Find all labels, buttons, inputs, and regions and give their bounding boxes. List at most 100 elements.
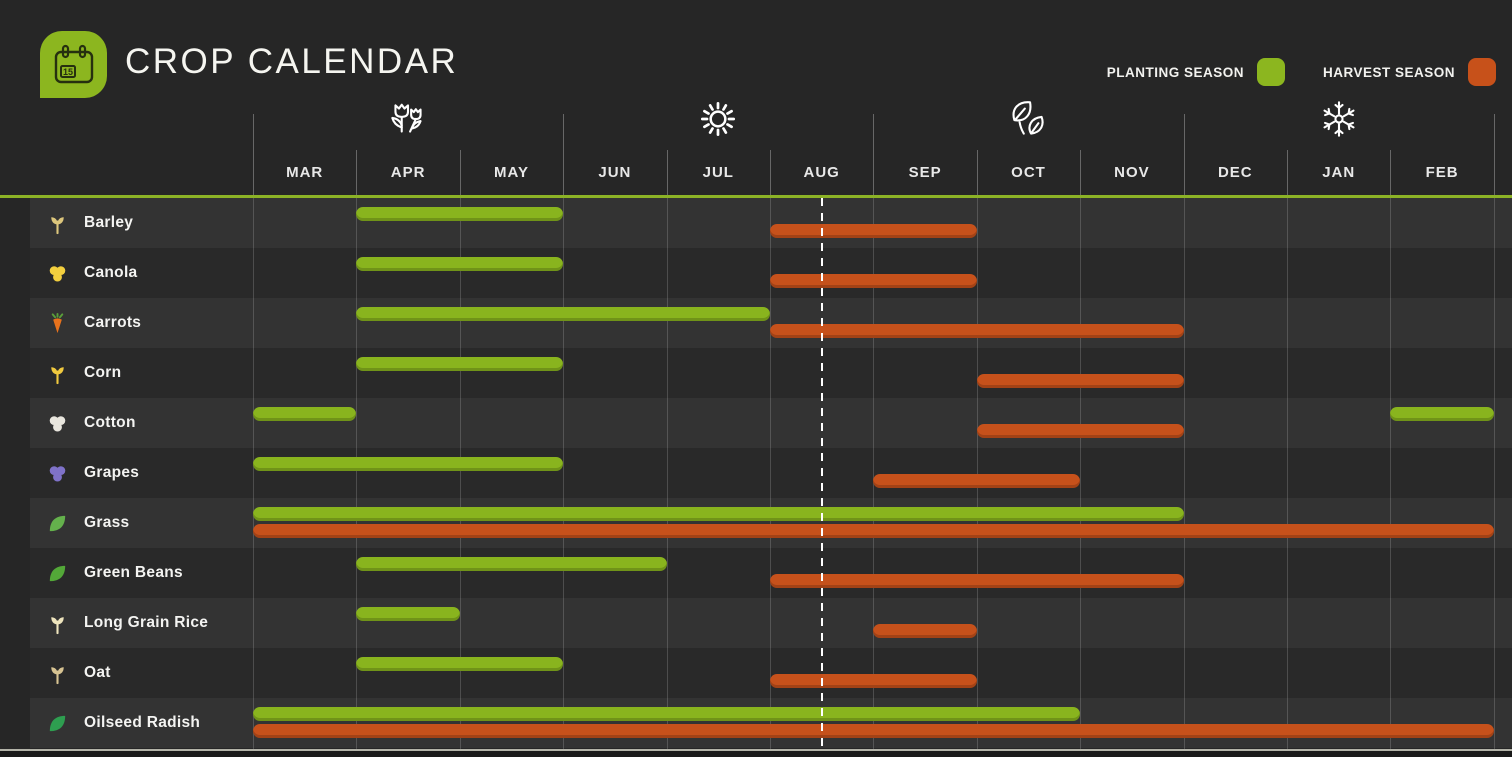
month-tick	[1080, 150, 1082, 196]
planting-bar	[356, 307, 770, 321]
season-boundary-tick	[563, 114, 565, 196]
canola-icon	[46, 262, 69, 285]
crop-row-stripe	[30, 198, 1512, 248]
month-tick	[1287, 150, 1288, 196]
season-boundary-tick	[1493, 114, 1495, 196]
month-gridline	[1287, 198, 1288, 749]
oat-icon	[46, 662, 69, 685]
crop-row-stripe	[30, 598, 1512, 648]
green-beans-icon	[46, 562, 69, 585]
grass-icon	[46, 512, 69, 535]
harvest-bar	[976, 374, 1184, 388]
month-tick	[770, 150, 771, 196]
planting-bar	[356, 357, 564, 371]
month-gridline	[356, 198, 358, 749]
crop-row-stripe	[30, 548, 1512, 598]
leaves-icon	[1006, 96, 1052, 142]
legend-item-harvest: HARVEST SEASON	[1323, 58, 1496, 86]
month-tick	[356, 150, 358, 196]
crop-row-label: Carrots	[46, 298, 141, 348]
harvest-bar	[873, 474, 1081, 488]
month-label-aug: AUG	[803, 164, 840, 181]
month-label-jan: JAN	[1322, 164, 1356, 181]
planting-bar	[356, 657, 564, 671]
month-gridline	[1493, 198, 1495, 749]
month-gridline	[976, 198, 978, 749]
planting-bar	[253, 457, 564, 471]
planting-bar	[253, 407, 357, 421]
planting-bar	[1390, 407, 1494, 421]
month-gridline	[563, 198, 565, 749]
month-label-apr: APR	[390, 164, 426, 181]
month-gridline	[1183, 198, 1185, 749]
crop-name: Oilseed Radish	[84, 714, 201, 731]
month-label-oct: OCT	[1011, 164, 1046, 181]
crop-row-label: Corn	[46, 348, 121, 398]
planting-bar	[356, 607, 460, 621]
month-gridline	[253, 198, 254, 749]
harvest-bar	[770, 324, 1184, 338]
month-label-dec: DEC	[1217, 164, 1253, 181]
crop-name: Barley	[84, 214, 134, 231]
crop-name: Canola	[84, 264, 138, 281]
harvest-bar	[253, 724, 1494, 738]
calendar-glyph: 15	[54, 44, 93, 83]
planting-bar	[356, 557, 667, 571]
crop-row-stripe	[30, 498, 1512, 548]
harvest-bar	[873, 624, 977, 638]
month-gridline	[1080, 198, 1082, 749]
crop-name: Grapes	[84, 464, 140, 481]
month-label-feb: FEB	[1425, 164, 1459, 181]
month-tick	[1390, 150, 1392, 196]
crop-name: Corn	[84, 364, 122, 381]
grapes-icon	[46, 462, 69, 485]
crop-row-stripe	[30, 348, 1512, 398]
snowflake-icon	[1316, 96, 1362, 142]
planting-season-label: PLANTING SEASON	[1106, 64, 1244, 80]
harvest-season-label: HARVEST SEASON	[1322, 64, 1455, 80]
month-gridline	[1390, 198, 1392, 749]
crop-name: Cotton	[84, 414, 136, 431]
barley-icon	[46, 212, 69, 235]
harvest-bar	[770, 574, 1184, 588]
crop-name: Long Grain Rice	[84, 614, 209, 631]
crop-row-stripe	[30, 248, 1512, 298]
legend: PLANTING SEASON HARVEST SEASON	[1107, 58, 1496, 86]
planting-bar	[253, 707, 1081, 721]
month-tick	[666, 150, 668, 196]
carrot-icon	[46, 312, 69, 335]
month-label-nov: NOV	[1114, 164, 1150, 181]
month-tick	[459, 150, 461, 196]
month-tick	[976, 150, 978, 196]
month-gridline	[873, 198, 875, 749]
crop-row-label: Barley	[46, 198, 133, 248]
harvest-color-swatch	[1468, 58, 1496, 86]
harvest-bar	[253, 524, 1494, 538]
crop-row-stripe	[30, 698, 1512, 748]
svg-text:15: 15	[62, 67, 72, 77]
harvest-bar	[770, 224, 977, 238]
month-gridline	[770, 198, 771, 749]
month-label-sep: SEP	[908, 164, 942, 181]
crop-row-stripe	[30, 298, 1512, 348]
page-title: CROP CALENDAR	[125, 42, 459, 81]
harvest-bar	[770, 274, 977, 288]
month-gridline	[666, 198, 668, 749]
planting-color-swatch	[1256, 58, 1285, 86]
crop-row-label: Oilseed Radish	[46, 698, 200, 748]
sun-icon	[695, 96, 741, 142]
season-boundary-tick	[253, 114, 254, 196]
planting-bar	[253, 507, 1184, 521]
crop-row-stripe	[30, 648, 1512, 698]
crop-row-label: Long Grain Rice	[46, 598, 208, 648]
corn-icon	[46, 362, 69, 385]
crop-name: Oat	[84, 664, 111, 681]
crop-name: Carrots	[84, 314, 142, 331]
today-marker-line	[820, 198, 823, 751]
crop-row-stripe	[30, 398, 1512, 448]
month-gridline	[459, 198, 461, 749]
oilseed-radish-icon	[46, 712, 69, 735]
crop-row-label: Cotton	[46, 398, 136, 448]
planting-bar	[356, 207, 564, 221]
